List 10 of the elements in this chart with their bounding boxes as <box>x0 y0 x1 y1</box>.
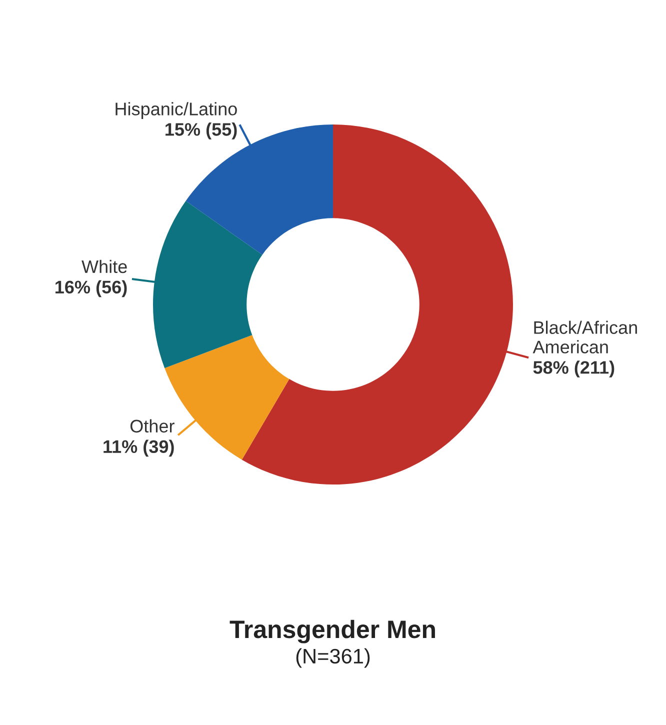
data-label: 15% (55) <box>166 122 237 140</box>
slice-label: Black/African American <box>532 320 637 354</box>
slice-label: White <box>82 260 127 274</box>
data-label: 11% (39) <box>104 440 174 457</box>
slice-label: Other <box>130 419 174 433</box>
data-label: 16% (56) <box>56 280 127 298</box>
slice-label: Hispanic/Latino <box>116 102 237 119</box>
data-label: 58% (211) <box>533 360 614 378</box>
text: Transgender Men <box>230 620 435 644</box>
text: (N=361) <box>296 648 370 668</box>
